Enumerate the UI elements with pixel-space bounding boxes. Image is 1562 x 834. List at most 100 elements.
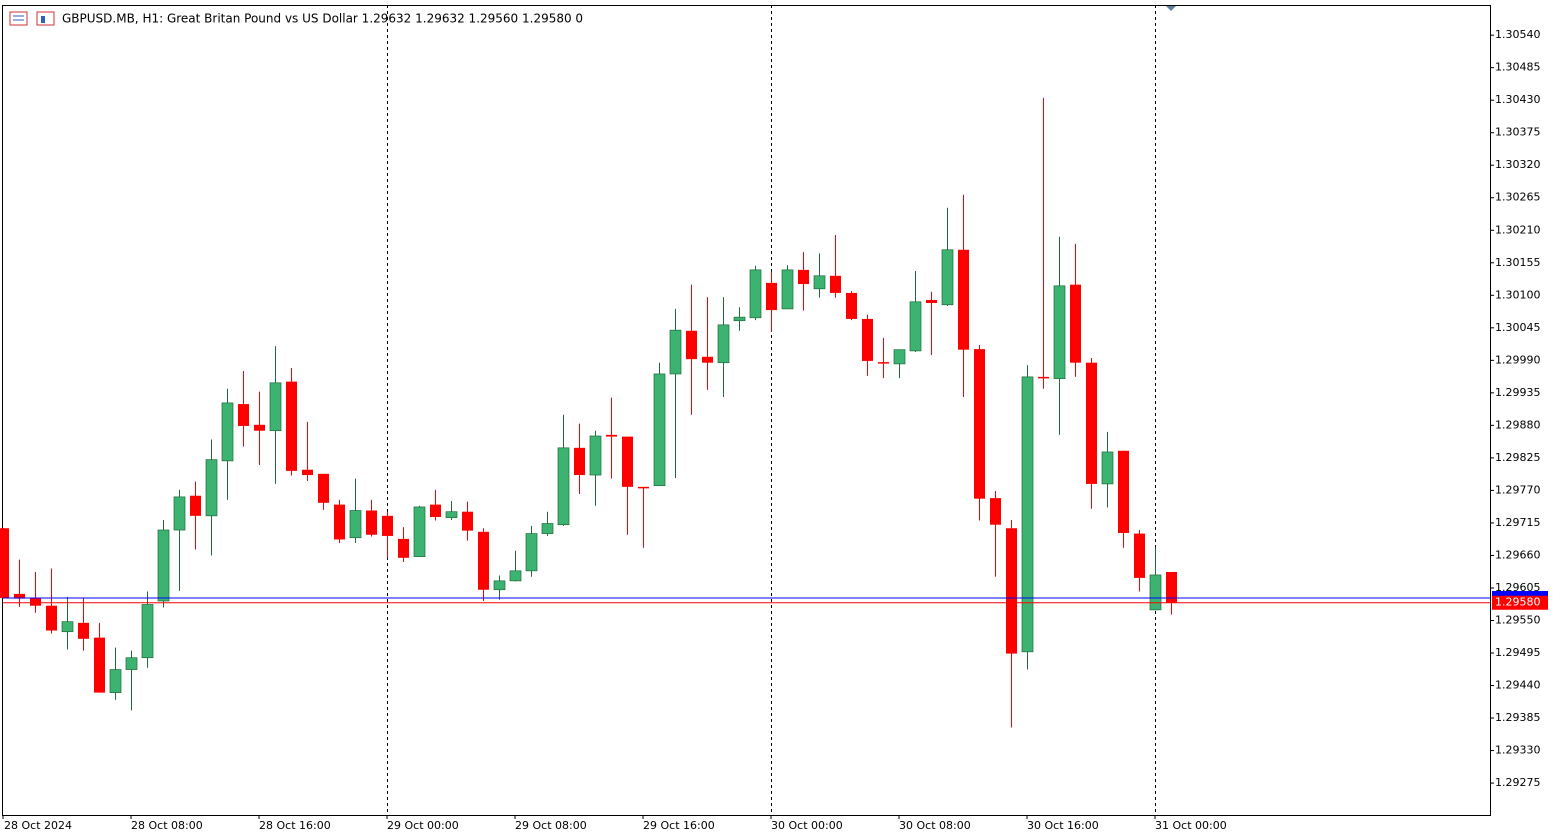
candle-body <box>766 282 777 311</box>
candle-body <box>958 249 969 350</box>
y-tick-label: 1.29770 <box>1495 483 1541 496</box>
candle-body <box>653 373 666 487</box>
candle-body <box>846 292 857 319</box>
y-tick-label: 1.30485 <box>1495 61 1541 74</box>
ask-label-box <box>1492 591 1548 597</box>
x-tick-label: 29 Oct 00:00 <box>387 819 459 832</box>
y-tick-label: 1.30265 <box>1495 191 1541 204</box>
y-tick-label: 1.29495 <box>1495 646 1541 659</box>
candle-body <box>909 301 922 352</box>
y-tick-label: 1.29385 <box>1495 711 1541 724</box>
candle-body <box>893 349 906 365</box>
y-tick-label: 1.29715 <box>1495 516 1541 529</box>
candle-body <box>574 447 585 476</box>
candle-body <box>78 622 89 639</box>
candle-body <box>941 249 954 306</box>
x-tick-label: 31 Oct 00:00 <box>1155 819 1227 832</box>
candle-body <box>862 318 873 361</box>
candle-body <box>781 269 794 310</box>
bid-label-box <box>1492 595 1548 610</box>
candle-body <box>798 269 809 285</box>
candle-body <box>1021 376 1034 653</box>
x-tick-label: 28 Oct 16:00 <box>259 819 331 832</box>
x-tick-label: 30 Oct 08:00 <box>899 819 971 832</box>
bid-label: 1.29580 <box>1495 596 1541 609</box>
y-tick-label: 1.29275 <box>1495 776 1541 789</box>
y-tick-label: 1.29330 <box>1495 744 1541 757</box>
candle-body <box>1038 376 1049 379</box>
candle-body <box>125 657 138 670</box>
y-tick-label: 1.29550 <box>1495 613 1541 626</box>
y-tick-label: 1.29990 <box>1495 353 1541 366</box>
candle-body <box>622 436 633 487</box>
y-tick-label: 1.29935 <box>1495 386 1541 399</box>
candle-body <box>733 316 746 322</box>
icon <box>41 16 45 23</box>
candle-body <box>349 510 362 539</box>
y-tick-label: 1.29880 <box>1495 418 1541 431</box>
icon <box>36 11 55 26</box>
candle-body <box>0 528 9 599</box>
candle-body <box>541 523 554 534</box>
y-tick-label: 1.29660 <box>1495 548 1541 561</box>
candle-body <box>557 447 570 526</box>
candle-body <box>382 515 393 536</box>
candle-body <box>525 533 538 572</box>
y-tick-label: 1.30210 <box>1495 223 1541 236</box>
candle-body <box>669 329 682 375</box>
candle-body <box>702 356 713 363</box>
candle-body <box>221 402 234 462</box>
candle-body <box>30 598 41 606</box>
candle-body <box>638 486 649 489</box>
candle-body <box>302 469 313 476</box>
candle-body <box>109 669 122 693</box>
y-tick-label: 1.29440 <box>1495 679 1541 692</box>
y-tick-label: 1.29825 <box>1495 451 1541 464</box>
candle-body <box>990 498 1001 525</box>
y-tick-label: 1.30320 <box>1495 158 1541 171</box>
candle-body <box>366 510 377 535</box>
candle-body <box>462 511 473 531</box>
x-tick-label: 29 Oct 08:00 <box>515 819 587 832</box>
candle-body <box>1166 572 1177 603</box>
candle-body <box>830 275 841 293</box>
candle-body <box>157 529 170 602</box>
candle-body <box>398 538 409 558</box>
candle-body <box>606 434 617 437</box>
header-icons <box>9 11 55 26</box>
candle-body <box>974 349 985 499</box>
shift-marker <box>1166 6 1176 11</box>
chart-title: GBPUSD.MB, H1: Great Britan Pound vs US … <box>62 12 583 26</box>
candle-body <box>878 362 889 364</box>
candle-body <box>238 404 249 426</box>
candle-body <box>1086 362 1097 484</box>
x-tick-label: 29 Oct 16:00 <box>643 819 715 832</box>
candle-body <box>254 424 265 431</box>
candle-body <box>1006 528 1017 654</box>
candle-body <box>478 531 489 590</box>
candle-body <box>445 511 458 518</box>
candle-body <box>190 495 201 516</box>
y-tick-label: 1.30155 <box>1495 256 1541 269</box>
candle-body <box>589 435 602 476</box>
candle-body <box>61 621 74 633</box>
x-tick-label: 28 Oct 2024 <box>4 819 72 832</box>
x-tick-label: 30 Oct 00:00 <box>771 819 843 832</box>
candle-body <box>1149 574 1162 611</box>
y-tick-label: 1.30430 <box>1495 93 1541 106</box>
candle-body <box>413 506 426 557</box>
y-tick-label: 1.30045 <box>1495 321 1541 334</box>
candle-body <box>141 604 154 659</box>
candle-body <box>205 459 218 517</box>
y-tick-label: 1.30375 <box>1495 126 1541 139</box>
candle-body <box>318 473 329 503</box>
y-tick-label: 1.30540 <box>1495 28 1541 41</box>
candle-body <box>926 300 937 303</box>
icon <box>9 11 28 26</box>
plot-frame <box>2 5 1491 816</box>
candle-body <box>813 275 826 290</box>
candle-body <box>1053 285 1066 380</box>
candle-body <box>46 605 57 631</box>
